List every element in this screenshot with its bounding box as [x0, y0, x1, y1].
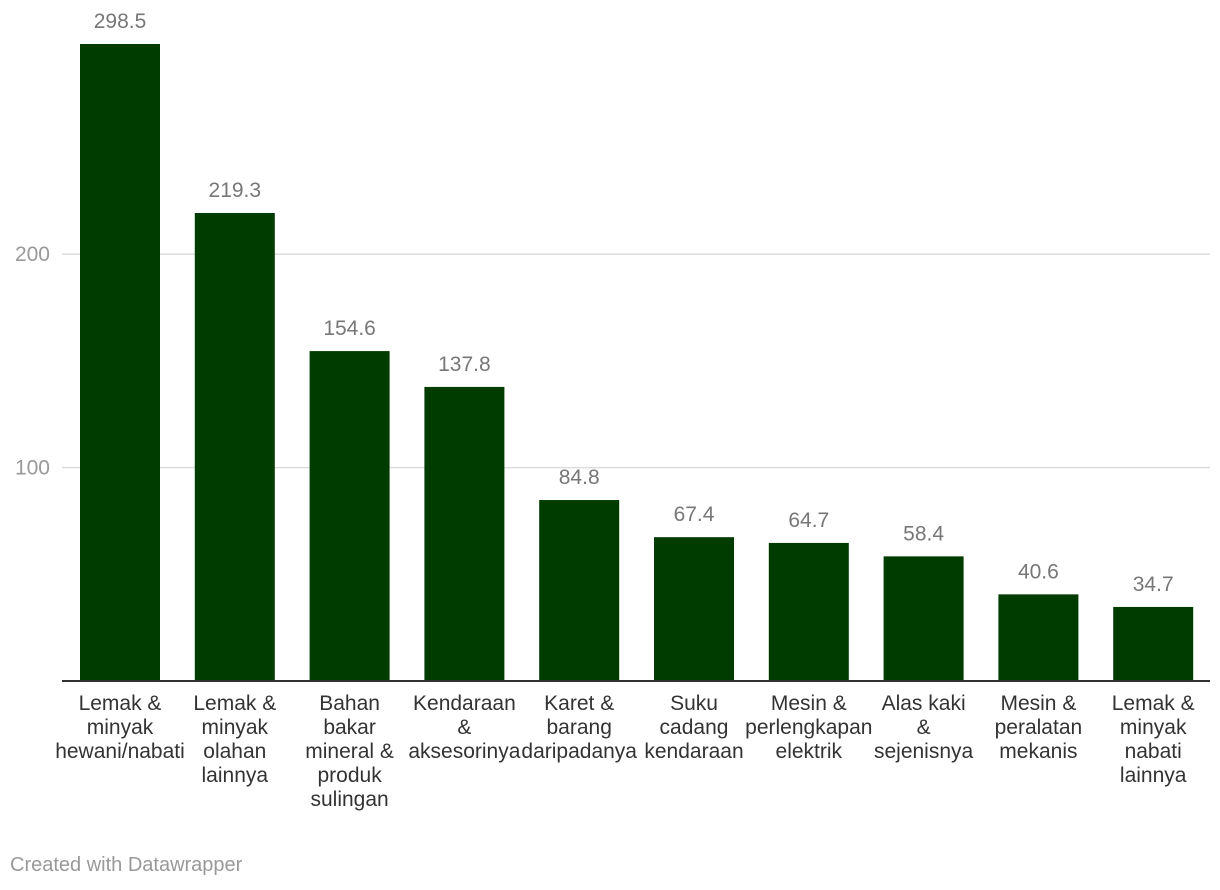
bars — [80, 44, 1194, 681]
category-label-line: minyak — [87, 716, 154, 739]
category-label-line: peralatan — [995, 716, 1083, 739]
category-label-line: bakar — [323, 716, 376, 739]
category-label: Mesin & perlengkapan elektrik — [745, 692, 872, 763]
category-label-line: Alas kaki — [882, 692, 966, 715]
category-label-line: barang — [547, 716, 612, 739]
category-label-line: Bahan — [319, 692, 380, 715]
value-label: 34.7 — [1133, 573, 1174, 596]
value-label: 219.3 — [209, 179, 262, 202]
bar — [539, 500, 620, 681]
value-label: 40.6 — [1018, 560, 1059, 583]
datawrapper-credit: Created with Datawrapper — [10, 854, 243, 876]
category-label-line: Mesin & — [1000, 692, 1076, 715]
bar — [309, 351, 390, 681]
category-label-line: produk — [317, 764, 382, 787]
category-label: Mesin & peralatan mekanis — [995, 692, 1083, 763]
value-label: 58.4 — [903, 522, 944, 545]
bar — [883, 556, 964, 681]
category-label: Lemak & minyak nabati lainnya — [1112, 692, 1195, 787]
value-label: 67.4 — [674, 503, 715, 526]
category-label-line: hewani/nabati — [55, 740, 185, 763]
category-label-line: olahan — [203, 740, 266, 763]
category-label-line: Suku — [670, 692, 718, 715]
category-label-line: mineral & — [305, 740, 394, 763]
category-label-line: sejenisnya — [874, 740, 974, 763]
category-label-line: nabati — [1125, 740, 1182, 763]
value-label: 137.8 — [438, 353, 491, 376]
category-label-line: minyak — [1120, 716, 1187, 739]
bar — [998, 594, 1079, 681]
category-label-line: perlengkapan — [745, 716, 872, 739]
y-tick-label: 100 — [15, 457, 50, 480]
category-label: Lemak & minyak olahan lainnya — [193, 692, 276, 787]
category-label-line: Lemak & — [193, 692, 276, 715]
category-label: Kendaraan & aksesorinya — [408, 692, 520, 763]
category-label-line: cadang — [660, 716, 729, 739]
category-label-line: elektrik — [776, 740, 843, 763]
bar — [424, 386, 505, 681]
category-label: Suku cadang kendaraan — [644, 692, 743, 763]
category-label-line: minyak — [202, 716, 269, 739]
category-label-line: Lemak & — [79, 692, 162, 715]
category-label-line: Lemak & — [1112, 692, 1195, 715]
value-label: 64.7 — [788, 509, 829, 532]
category-label-line: Karet & — [544, 692, 614, 715]
value-label: 154.6 — [323, 317, 376, 340]
category-label-line: & — [917, 716, 931, 739]
y-tick-label: 200 — [15, 243, 50, 266]
category-label-line: & — [457, 716, 471, 739]
category-label: Lemak & minyak hewani/nabati — [55, 692, 185, 763]
category-label: Bahan bakar mineral & produk sulingan — [305, 692, 394, 811]
category-label: Alas kaki & sejenisnya — [874, 692, 974, 763]
category-label: Karet & barang daripadanya — [521, 692, 637, 763]
category-label-line: Mesin & — [771, 692, 847, 715]
category-label-line: daripadanya — [521, 740, 637, 763]
bar — [1113, 606, 1194, 681]
gridlines: 100 200 — [15, 243, 1210, 480]
value-label: 298.5 — [94, 10, 147, 33]
category-label-line: lainnya — [202, 764, 269, 787]
category-label-line: Kendaraan — [413, 692, 516, 715]
bar — [654, 537, 734, 681]
bar — [80, 44, 160, 681]
category-label-line: lainnya — [1120, 764, 1187, 787]
value-label: 84.8 — [559, 466, 600, 489]
category-label-line: kendaraan — [644, 740, 743, 763]
bar — [768, 542, 849, 681]
category-label-line: mekanis — [999, 740, 1077, 763]
bar — [194, 213, 275, 681]
category-label-line: sulingan — [310, 788, 388, 811]
category-label-line: aksesorinya — [408, 740, 520, 763]
